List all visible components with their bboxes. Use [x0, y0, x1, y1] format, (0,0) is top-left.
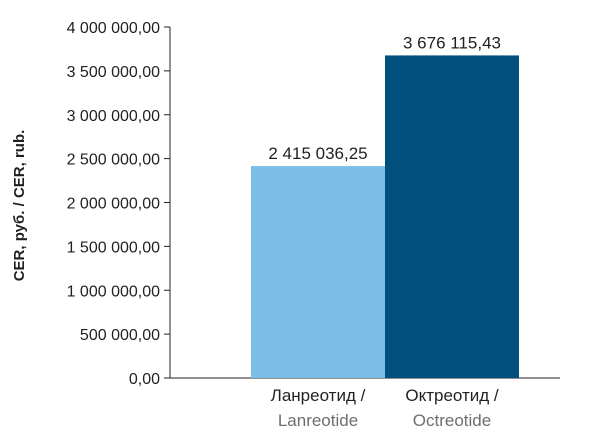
- y-tick-label: 2 500 000,00: [67, 152, 161, 169]
- bar-2: [385, 55, 519, 379]
- y-tick-label: 3 000 000,00: [67, 108, 161, 125]
- y-axis-ticks: 0,00 500 000,00 1 000 000,00 1 500 000,00 2 …: [67, 20, 170, 388]
- category-label-2-ru: Октреотид /: [405, 386, 499, 405]
- category-label-1-en: Lanreotide: [278, 411, 358, 430]
- y-axis-title: CER, руб. / CER, rub.: [11, 130, 28, 282]
- value-label-1: 2 415 036,25: [268, 144, 367, 163]
- y-tick-label: 2 000 000,00: [67, 196, 161, 213]
- y-tick-label: 3 500 000,00: [67, 64, 161, 81]
- value-labels-group: 2 415 036,25 3 676 115,43: [268, 33, 501, 163]
- category-label-1-ru: Ланреотид /: [271, 386, 366, 405]
- y-tick-label: 500 000,00: [80, 327, 160, 344]
- category-labels-group: Ланреотид / Lanreotide Октреотид / Octreoti…: [271, 386, 499, 430]
- y-tick-label: 1 500 000,00: [67, 239, 161, 256]
- category-label-2-en: Octreotide: [413, 411, 491, 430]
- y-tick-label: 1 000 000,00: [67, 283, 161, 300]
- bar-1: [251, 166, 385, 378]
- value-label-2: 3 676 115,43: [403, 33, 501, 52]
- y-tick-label: 4 000 000,00: [67, 20, 161, 37]
- y-tick-label: 0,00: [129, 371, 160, 388]
- bars-group: [251, 55, 519, 379]
